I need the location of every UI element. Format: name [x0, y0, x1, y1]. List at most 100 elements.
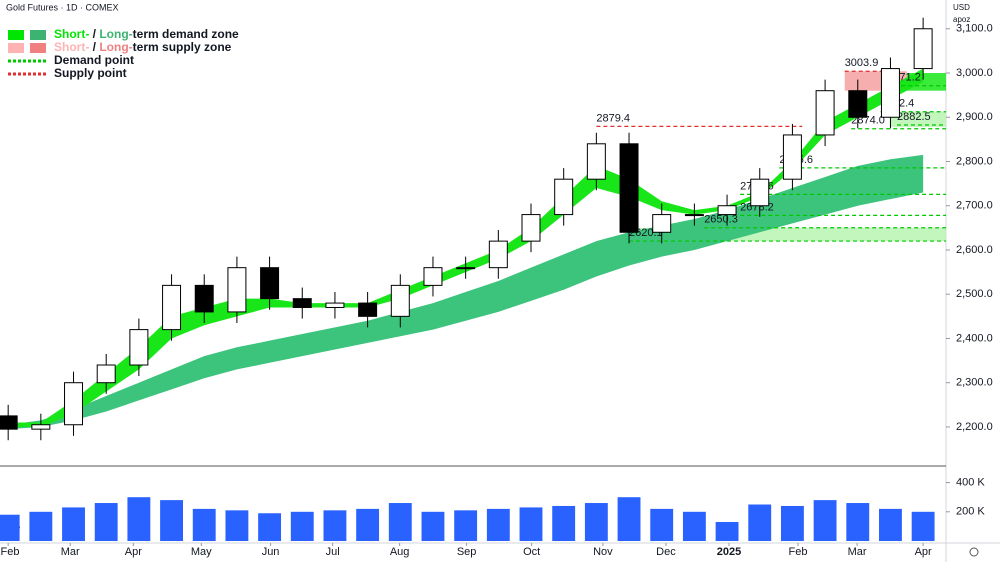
x-tick-label: May: [191, 546, 212, 558]
legend-part: Long-: [99, 27, 132, 41]
candle-body: [423, 267, 443, 286]
candle-body: [848, 90, 868, 118]
y-tick-label: 2,500.0: [956, 288, 993, 300]
candle-body: [390, 284, 410, 317]
volume-bar: [584, 503, 608, 541]
candle-body: [750, 178, 770, 207]
volume-bar: [911, 511, 935, 541]
volume-bar: [650, 508, 674, 541]
candle-body: [880, 68, 900, 118]
legend-part: term supply zone: [133, 40, 232, 54]
x-tick-label: Feb: [788, 546, 807, 558]
volume-bar: [290, 511, 314, 541]
x-tick-label: Mar: [848, 546, 867, 558]
volume-bar: [225, 510, 249, 541]
candle-body: [194, 284, 214, 313]
candle-body: [358, 302, 378, 317]
x-tick-label: Oct: [523, 546, 540, 558]
candle-body: [31, 424, 51, 430]
candle-body: [684, 214, 704, 217]
volume-bar: [715, 522, 739, 541]
volume-bar: [519, 507, 543, 541]
y-tick-label: 2,600.0: [956, 244, 993, 256]
candle-body: [64, 382, 84, 426]
candle-body: [782, 134, 802, 180]
volume-bar: [846, 503, 870, 541]
level-label: 2650.3: [704, 214, 738, 226]
volume-bar: [127, 497, 151, 541]
volume-bar: [323, 510, 347, 541]
volume-bar: [454, 510, 478, 541]
legend-label: Short- / Long-term demand zone: [54, 27, 239, 41]
volume-bar: [552, 505, 576, 541]
band: [8, 68, 924, 427]
legend-part: Long-: [99, 40, 132, 54]
volume-bar: [192, 508, 216, 541]
legend-swatch: [8, 30, 24, 40]
candle-body: [586, 143, 606, 180]
x-tick-label: Sep: [457, 546, 477, 558]
volume-bar: [388, 503, 412, 541]
volume-bar: [29, 511, 53, 541]
volume-bar: [879, 508, 902, 541]
candle-body: [162, 284, 182, 331]
volume-bar: [813, 500, 837, 541]
legend-part: /: [89, 27, 99, 41]
volume-bar: [486, 508, 510, 541]
x-tick-label: Jun: [262, 546, 280, 558]
volume-tick-label: 200 K: [956, 506, 985, 518]
legend-label: Supply point: [54, 66, 127, 80]
zone: [890, 111, 946, 127]
legend-label: Short- / Long-term supply zone: [54, 40, 232, 54]
candle-body: [521, 214, 541, 242]
y-tick-label: 2,300.0: [956, 377, 993, 389]
x-tick-label: Apr: [125, 546, 142, 558]
candle-body: [325, 302, 345, 308]
level-label: 3003.9: [845, 57, 879, 69]
legend-part: /: [89, 40, 99, 54]
y-tick-label: 3,100.0: [956, 23, 993, 35]
volume-bar: [356, 508, 380, 541]
candle-body: [129, 329, 149, 366]
volume-bar: [94, 503, 118, 541]
volume-bar: [748, 504, 772, 541]
candle-body: [815, 90, 835, 136]
x-tick-label: Dec: [656, 546, 676, 558]
y-tick-label: 2,400.0: [956, 332, 993, 344]
y-tick-label: 2,900.0: [956, 111, 993, 123]
x-tick-label: 2025: [717, 546, 741, 558]
legend-part: Short-: [54, 40, 89, 54]
y-tick-label: 3,000.0: [956, 67, 993, 79]
x-tick-label: Apr: [915, 546, 932, 558]
candle-body: [619, 143, 639, 233]
legend-swatch: [8, 43, 24, 53]
volume-bar: [258, 513, 282, 541]
chart-title: Gold Futures · 1D · COMEX: [6, 2, 119, 12]
settings-icon[interactable]: [969, 547, 979, 557]
level-label: 2882.5: [897, 111, 931, 123]
volume-bar: [0, 514, 20, 541]
legend-swatch: [30, 43, 46, 53]
volume-tick-label: 400 K: [956, 477, 985, 489]
volume-bar: [617, 497, 641, 541]
candle-body: [0, 415, 18, 430]
candle-body: [260, 267, 280, 300]
candle-body: [717, 205, 737, 216]
y-tick-label: 2,700.0: [956, 200, 993, 212]
candle-body: [96, 364, 116, 384]
candle-body: [227, 267, 247, 313]
x-tick-label: Jul: [326, 546, 340, 558]
x-tick-label: Feb: [1, 546, 20, 558]
candle-body: [554, 178, 574, 216]
candle-body: [488, 240, 508, 269]
candle-body: [913, 28, 933, 70]
y-tick-label: 2,200.0: [956, 421, 993, 433]
legend-part: term demand zone: [133, 27, 239, 41]
scale-mode[interactable]: apoz: [953, 15, 970, 24]
candle-body: [652, 214, 672, 233]
volume-bar: [780, 505, 804, 541]
currency[interactable]: USD: [953, 3, 970, 12]
volume-bar: [682, 511, 706, 541]
